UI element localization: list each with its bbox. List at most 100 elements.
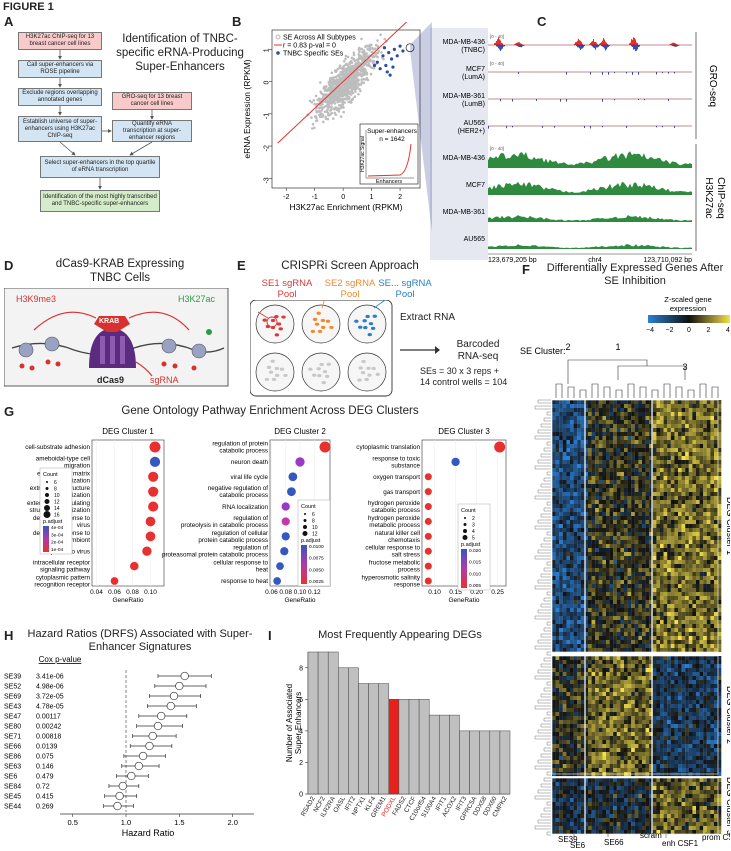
heat-cell [678,536,682,541]
heat-cell [634,684,639,689]
heat-cell [620,532,625,537]
heat-cell [616,500,621,505]
scatter-point [366,48,369,51]
heat-cell [685,596,689,601]
heat-cell [710,644,715,649]
heat-cell [667,504,671,509]
dendro-leaf [540,813,551,818]
scatter-point [360,75,363,78]
heat-cell [566,588,571,593]
flow-arrows [58,50,154,190]
plus-bar [494,43,495,45]
heat-cell [566,612,571,617]
heat-cell [663,672,668,677]
heat-cell [703,588,707,593]
heat-cell [678,572,682,577]
heat-cell [613,500,617,505]
heat-cell [692,468,697,473]
cell [274,366,280,371]
heat-cell [573,552,578,557]
heat-cell [577,452,581,457]
dendro-leaf [540,573,551,578]
heat-cell [652,596,657,601]
heat-cell [616,588,621,593]
heat-cell [667,592,671,597]
heat-cell [670,616,675,621]
heat-cell [616,640,621,645]
scatter-point [364,54,368,58]
heat-cell [570,532,574,537]
heat-cell [577,668,581,673]
heat-cell [634,668,639,673]
heat-cell [598,452,603,457]
heat-cell [660,412,664,417]
heat-cell [699,680,704,685]
heat-cell [616,552,621,557]
heat-cell [577,500,581,505]
heat-cell [577,508,581,513]
heat-cell [703,456,707,461]
heat-cell [562,568,567,573]
tnbc-point [372,63,377,68]
heat-cell [692,452,697,457]
heat-cell [624,596,628,601]
heat-cell [613,536,617,541]
heat-cell [699,424,704,429]
heat-cell [717,560,722,565]
heat-cell [562,460,567,465]
heat-cell [570,564,574,569]
heat-cell [660,600,664,605]
scatter-point [368,64,371,67]
heat-cell [552,432,556,437]
heat-cell [602,672,607,677]
heat-cell [555,664,560,669]
cell [308,367,313,371]
heat-cell [624,688,628,693]
heat-cell [681,624,686,629]
heat-cell [555,660,560,665]
heat-cell [595,560,599,565]
heat-cell [562,488,567,493]
heat-cell [606,688,610,693]
heat-cell [681,528,686,533]
heat-cell [681,576,686,581]
heat-cell [692,432,697,437]
plus-bar [676,43,677,45]
heat-cell [598,400,603,405]
heat-cell [573,560,578,565]
heat-cell [706,532,711,537]
heat-cell [696,444,700,449]
heat-cell [562,436,567,441]
heat-cell [595,552,599,557]
minus-bar [581,45,582,49]
plus-bar [517,42,518,45]
heat-cell [624,576,628,581]
heat-cell [613,548,617,553]
panel-d-title: dCas9-KRAB Expressing TNBC Cells [55,258,185,284]
heat-cell [566,400,571,405]
y-tick-label: -2 [264,145,271,151]
heat-cell [645,500,650,505]
x-tick-label: 2 [398,194,402,201]
heat-cell [714,520,718,525]
heat-cell [681,520,686,525]
heat-cell [656,648,661,653]
plus-bar [498,37,499,45]
heat-cell [634,464,639,469]
plus-bar [600,42,601,45]
heat-cell [616,704,621,709]
heat-cell [620,560,625,565]
heat-cell [591,660,596,665]
heat-cell [562,696,567,701]
heat-cell [714,420,718,425]
heat-cell [699,616,704,621]
heat-cell [638,408,643,413]
heat-cell [667,544,671,549]
heat-cell [616,580,621,585]
heat-cell [580,572,585,577]
heat-cell [685,692,689,697]
heat-cell [652,536,657,541]
heat-cell [706,648,711,653]
heat-cell [562,708,567,713]
heat-cell [696,684,700,689]
